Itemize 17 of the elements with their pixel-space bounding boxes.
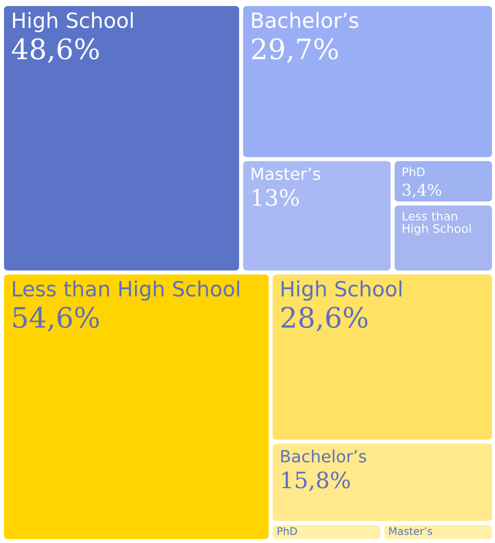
category-label: High School xyxy=(282,280,402,301)
category-label: Less than High School xyxy=(402,211,471,236)
category-label: Master’s xyxy=(389,527,432,536)
data-label: 29,7% xyxy=(252,38,338,63)
category-label: PhD xyxy=(402,167,425,176)
data-label: 48,6% xyxy=(12,38,99,63)
category-label: Bachelor’s xyxy=(252,12,358,28)
category-label: Bachelor’s xyxy=(281,450,366,463)
category-label: Master’s xyxy=(252,168,320,180)
category-label: PhD xyxy=(278,526,297,535)
data-label: 15,8% xyxy=(282,471,350,492)
data-label: 3,4% xyxy=(402,184,442,198)
data-label: 28,6% xyxy=(282,306,368,332)
data-label: 13% xyxy=(252,188,299,206)
data-label: 54,6% xyxy=(13,306,99,332)
category-label: Less than High School xyxy=(13,280,240,301)
category-label: High School xyxy=(13,12,133,32)
